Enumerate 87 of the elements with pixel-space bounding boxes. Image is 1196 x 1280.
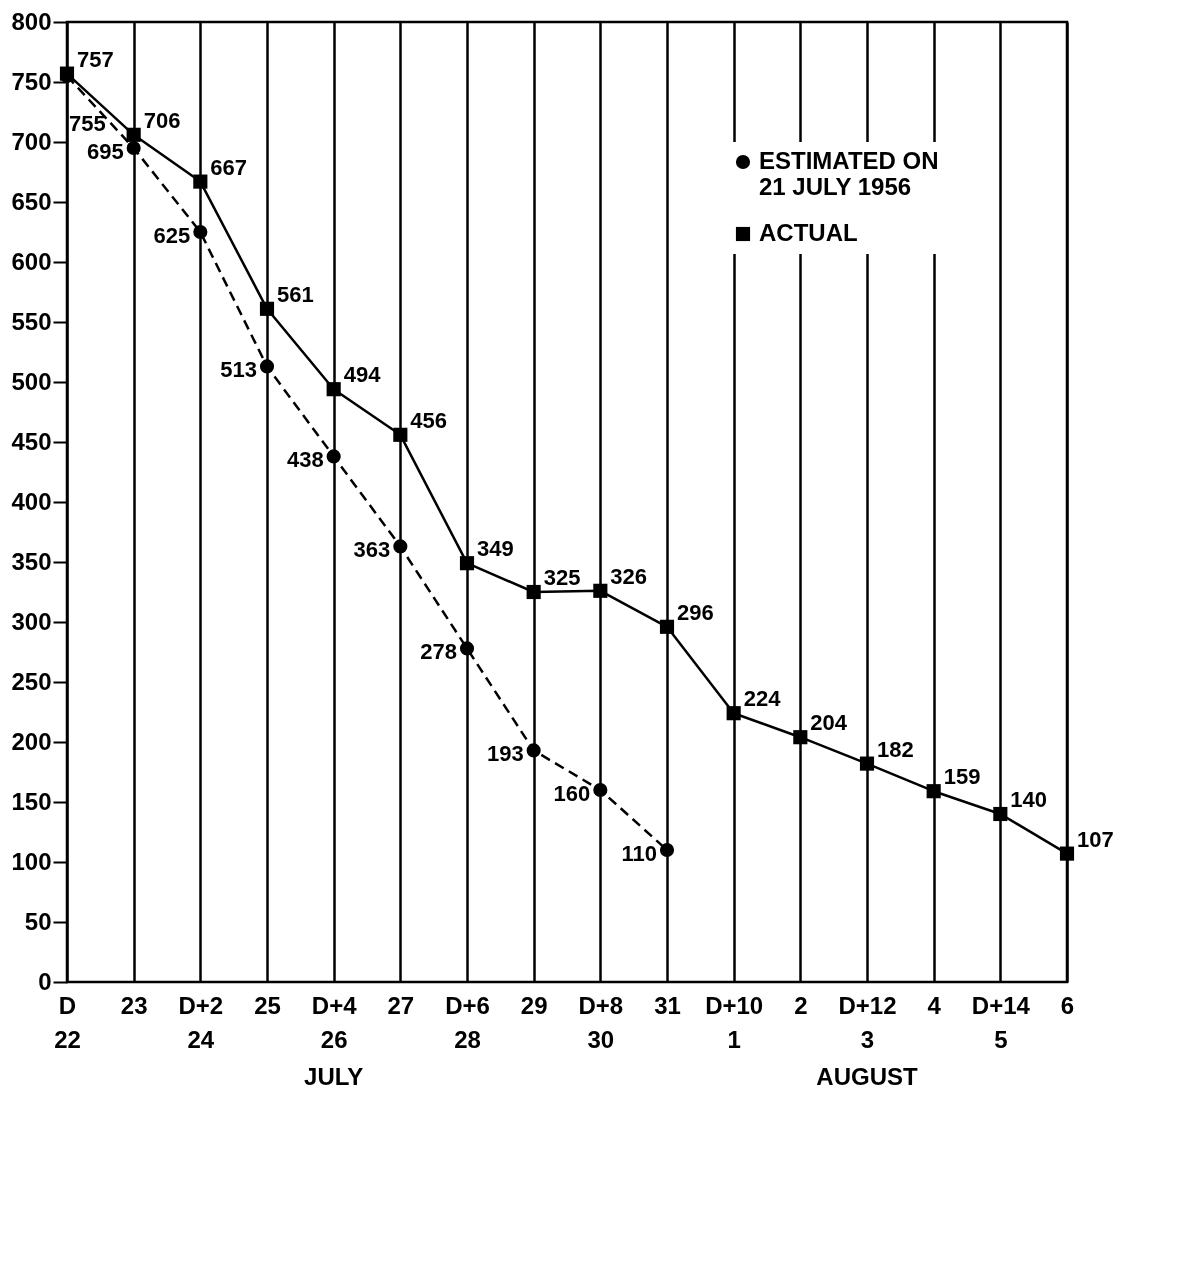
point	[259, 301, 275, 316]
point	[526, 584, 541, 600]
data-label: 667	[210, 154, 248, 180]
point	[593, 583, 608, 598]
data-label: 755	[69, 111, 106, 136]
point	[1059, 846, 1075, 861]
y-tick-label: 450	[11, 427, 52, 455]
data-label: 224	[743, 686, 782, 712]
legend-label: ACTUAL	[759, 219, 858, 246]
x-tick-label: D+10 1	[705, 991, 764, 1053]
data-label: 494	[343, 362, 382, 388]
x-tick-label: D+14 5	[971, 991, 1031, 1053]
x-tick-label: 23	[120, 991, 148, 1019]
point	[526, 743, 541, 758]
data-label: 706	[143, 107, 181, 133]
data-label: 160	[553, 781, 591, 806]
data-label: 625	[153, 223, 191, 248]
data-label: 159	[943, 764, 981, 790]
data-label: 193	[486, 741, 524, 767]
x-tick-label: D+4 26	[311, 991, 358, 1053]
data-label: 140	[1010, 787, 1048, 812]
point	[326, 382, 341, 397]
y-tick-label: 350	[11, 547, 52, 575]
point	[459, 641, 475, 656]
point	[659, 842, 675, 858]
y-tick-label: 700	[11, 127, 52, 155]
x-tick-label: 6	[1060, 991, 1075, 1019]
data-label: 326	[610, 563, 648, 589]
x-tick-label: D+12 3	[838, 991, 897, 1053]
x-tick-label: 2	[794, 991, 808, 1019]
y-tick-label: 550	[11, 307, 52, 335]
y-tick-label: 800	[11, 7, 52, 35]
x-tick-label: 31	[654, 991, 681, 1019]
point	[859, 756, 875, 771]
point	[126, 140, 141, 156]
point	[259, 359, 275, 374]
point	[726, 706, 741, 721]
y-tick-label: 650	[11, 187, 52, 215]
data-label: 204	[810, 710, 848, 736]
y-tick-label: 100	[11, 847, 52, 875]
data-label: 561	[277, 281, 314, 307]
y-tick-label: 300	[11, 607, 52, 635]
y-tick-label: 50	[24, 907, 52, 935]
x-tick-label: 29	[520, 991, 548, 1019]
data-label: 363	[353, 537, 391, 563]
point	[193, 224, 208, 240]
data-label: 296	[677, 599, 714, 625]
x-tick-label: D+6 28	[445, 991, 490, 1053]
data-label: 456	[410, 407, 448, 433]
y-tick-label: 400	[11, 487, 52, 515]
data-label: 757	[77, 46, 114, 72]
point	[793, 730, 808, 745]
y-tick-label: 600	[11, 247, 52, 275]
point	[193, 174, 208, 189]
x-tick-label: 27	[387, 991, 415, 1019]
point	[326, 449, 341, 464]
legend-label: ESTIMATED ON 21 JULY 1956	[759, 147, 939, 200]
x-tick-label: D 22	[54, 991, 81, 1053]
point	[593, 782, 608, 798]
text: JULY	[304, 1063, 364, 1090]
x-tick-label: D+8 30	[578, 991, 624, 1053]
point	[993, 806, 1008, 822]
y-tick-label: 750	[11, 67, 52, 95]
data-label: 110	[621, 841, 657, 866]
point	[926, 784, 941, 799]
y-tick-label: 250	[11, 667, 52, 695]
y-tick-label: 500	[11, 367, 52, 395]
point	[459, 556, 475, 571]
x-tick-label: 4	[927, 991, 942, 1019]
data-label: 278	[420, 639, 457, 665]
data-label: 438	[286, 447, 324, 473]
data-label: 107	[1077, 826, 1114, 852]
point	[393, 539, 408, 554]
text: AUGUST	[816, 1063, 918, 1090]
data-label: 325	[543, 565, 581, 590]
data-label: 182	[877, 736, 914, 762]
point	[659, 619, 675, 634]
y-tick-label: 150	[11, 787, 52, 815]
point	[126, 127, 141, 142]
point	[393, 427, 408, 442]
y-tick-label: 200	[11, 727, 52, 755]
x-tick-label: D+2 24	[178, 991, 224, 1053]
data-label: 695	[86, 139, 124, 164]
data-label: 349	[477, 536, 514, 562]
data-label: 513	[220, 357, 257, 383]
y-tick-label: 0	[38, 967, 52, 995]
x-tick-label: 25	[254, 991, 281, 1019]
